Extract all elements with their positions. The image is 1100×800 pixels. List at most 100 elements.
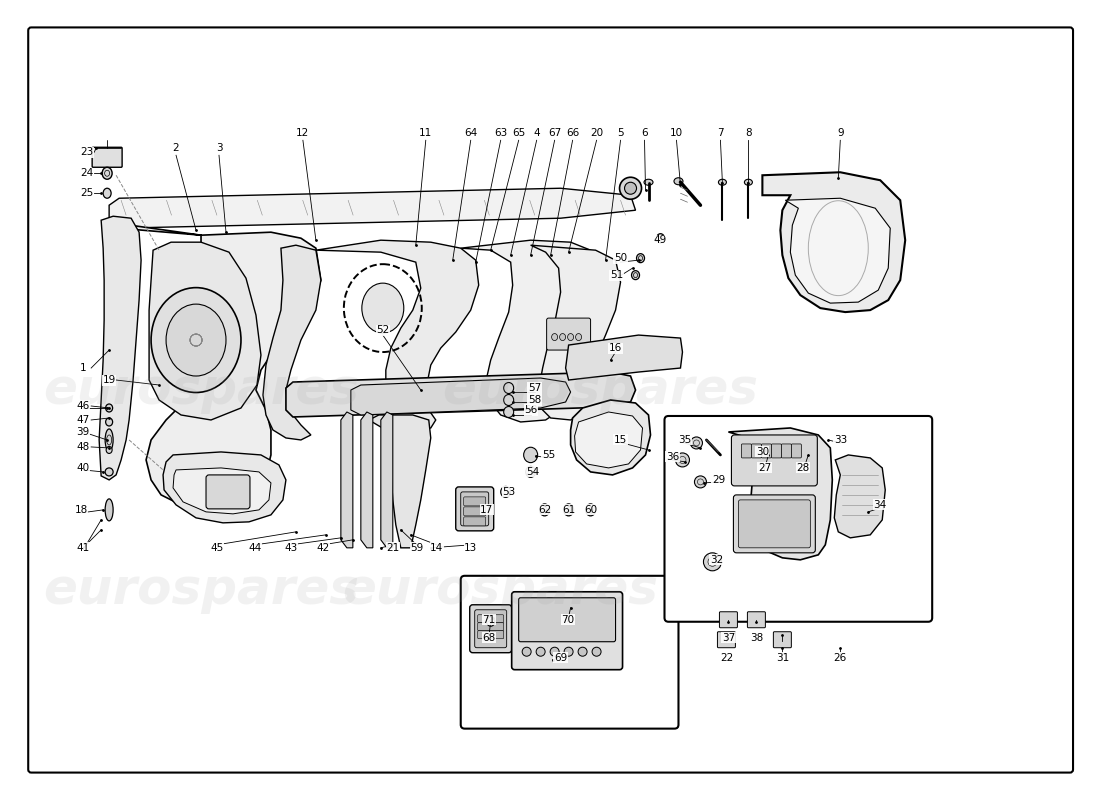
Polygon shape [109,188,636,228]
Polygon shape [762,172,905,312]
Text: 39: 39 [77,427,90,437]
FancyBboxPatch shape [732,435,817,486]
Text: 64: 64 [464,128,477,138]
Text: 2: 2 [173,143,179,154]
Text: 8: 8 [745,128,751,138]
Text: 15: 15 [614,435,627,445]
FancyBboxPatch shape [477,622,504,630]
Text: 42: 42 [317,543,330,553]
FancyBboxPatch shape [747,612,766,628]
Ellipse shape [102,167,112,179]
FancyBboxPatch shape [477,614,504,622]
Ellipse shape [644,179,653,186]
Text: 26: 26 [834,653,847,662]
Ellipse shape [504,382,514,394]
Text: 7: 7 [717,128,724,138]
Text: 43: 43 [284,543,297,553]
Text: 44: 44 [249,543,262,553]
Text: 54: 54 [526,467,539,477]
FancyBboxPatch shape [470,605,512,653]
Polygon shape [530,245,620,420]
Ellipse shape [637,254,645,262]
Text: 71: 71 [482,614,495,625]
Text: 24: 24 [80,168,94,178]
Text: 53: 53 [502,487,515,497]
Polygon shape [785,198,890,303]
Ellipse shape [674,178,683,185]
Text: 67: 67 [548,128,561,138]
FancyBboxPatch shape [781,444,791,458]
Ellipse shape [536,647,546,656]
Ellipse shape [106,446,112,454]
FancyBboxPatch shape [719,612,737,628]
Ellipse shape [575,334,582,341]
FancyBboxPatch shape [773,632,791,648]
Polygon shape [263,245,321,440]
Text: eurospares: eurospares [43,366,359,414]
Ellipse shape [592,647,601,656]
Text: 36: 36 [666,452,679,462]
Polygon shape [150,242,261,420]
Ellipse shape [106,404,112,412]
Text: 14: 14 [430,543,443,553]
Ellipse shape [718,179,726,186]
Ellipse shape [550,647,559,656]
Text: 63: 63 [494,128,507,138]
Text: eurospares: eurospares [343,566,659,614]
FancyBboxPatch shape [717,632,736,648]
Ellipse shape [151,288,241,393]
Polygon shape [286,372,636,417]
Text: eurospares: eurospares [442,366,759,414]
Ellipse shape [540,504,550,516]
Text: 22: 22 [719,653,733,662]
Ellipse shape [166,304,226,376]
Ellipse shape [486,618,495,626]
Ellipse shape [585,504,595,516]
Text: 12: 12 [296,128,309,138]
Ellipse shape [362,283,404,333]
Polygon shape [316,240,478,430]
FancyBboxPatch shape [738,500,811,548]
Polygon shape [99,216,141,480]
Text: 38: 38 [750,633,763,642]
Text: 70: 70 [561,614,574,625]
Text: 28: 28 [796,463,810,473]
Ellipse shape [563,504,573,516]
Polygon shape [109,222,321,508]
Polygon shape [368,415,431,548]
FancyBboxPatch shape [475,610,507,648]
FancyBboxPatch shape [464,497,486,506]
Ellipse shape [504,406,514,418]
FancyBboxPatch shape [519,598,616,642]
Text: 13: 13 [464,543,477,553]
Text: 9: 9 [837,128,844,138]
Text: 21: 21 [386,543,399,553]
FancyBboxPatch shape [29,27,1072,773]
Polygon shape [728,428,833,560]
FancyBboxPatch shape [741,444,751,458]
Text: 59: 59 [410,543,424,553]
Text: 27: 27 [758,463,771,473]
Polygon shape [163,452,286,523]
Text: 56: 56 [524,405,537,415]
Ellipse shape [106,499,113,521]
Ellipse shape [551,334,558,341]
Text: eurospares: eurospares [43,566,359,614]
Text: 68: 68 [482,633,495,642]
FancyBboxPatch shape [455,487,494,531]
Text: 1: 1 [80,363,87,373]
Ellipse shape [579,647,587,656]
Text: 69: 69 [554,653,568,662]
Text: 51: 51 [609,270,624,280]
Ellipse shape [106,429,113,451]
Polygon shape [351,378,571,415]
Text: 45: 45 [210,543,223,553]
Text: 58: 58 [528,395,541,405]
FancyBboxPatch shape [751,444,761,458]
Text: 34: 34 [873,500,887,510]
FancyBboxPatch shape [477,630,504,638]
Polygon shape [381,412,393,548]
Polygon shape [361,412,373,548]
Polygon shape [574,412,642,468]
Text: 30: 30 [756,447,769,457]
